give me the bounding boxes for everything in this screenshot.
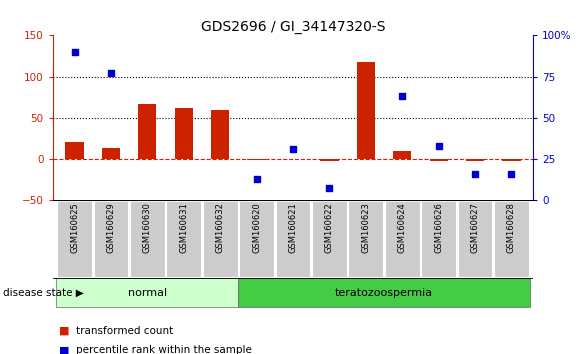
Bar (211, 110, 229, 159)
Text: GSM160629: GSM160629 (107, 202, 115, 253)
Point (106, 70, 115, 76)
Text: normal: normal (128, 288, 167, 298)
FancyBboxPatch shape (94, 201, 128, 277)
Point (70, 49, 79, 55)
Bar (66, 142, 84, 159)
Point (288, 146, 298, 152)
Bar (247, 159, 265, 160)
Text: GSM160620: GSM160620 (252, 202, 261, 253)
Bar (502, 159, 520, 160)
Text: GSM160632: GSM160632 (216, 202, 224, 253)
FancyBboxPatch shape (494, 201, 529, 277)
FancyBboxPatch shape (385, 201, 420, 277)
Point (471, 171, 480, 177)
FancyBboxPatch shape (275, 201, 311, 277)
FancyBboxPatch shape (348, 201, 383, 277)
Point (143, 1, 152, 7)
FancyBboxPatch shape (239, 201, 274, 277)
Text: GSM160622: GSM160622 (325, 202, 334, 253)
Text: GSM160626: GSM160626 (434, 202, 443, 253)
Point (216, 3, 225, 8)
Bar (466, 159, 484, 161)
FancyBboxPatch shape (57, 201, 92, 277)
Bar (175, 108, 193, 159)
FancyBboxPatch shape (312, 201, 347, 277)
Bar (357, 62, 375, 159)
Text: percentile rank within the sample: percentile rank within the sample (76, 346, 252, 354)
Text: disease state ▶: disease state ▶ (3, 288, 84, 298)
FancyBboxPatch shape (130, 201, 165, 277)
Text: GSM160624: GSM160624 (398, 202, 407, 253)
Point (325, 185, 334, 191)
Bar (321, 159, 339, 160)
Text: GSM160621: GSM160621 (288, 202, 298, 253)
FancyBboxPatch shape (239, 279, 530, 307)
Text: GSM160628: GSM160628 (507, 202, 516, 253)
Bar (138, 104, 156, 159)
FancyBboxPatch shape (203, 201, 238, 277)
Title: GDS2696 / GI_34147320-S: GDS2696 / GI_34147320-S (201, 21, 385, 34)
FancyBboxPatch shape (421, 201, 456, 277)
Bar (102, 148, 120, 159)
Text: ■: ■ (59, 346, 69, 354)
FancyBboxPatch shape (56, 279, 239, 307)
Bar (393, 152, 411, 159)
Text: GSM160625: GSM160625 (70, 202, 79, 253)
FancyBboxPatch shape (458, 201, 492, 277)
Bar (430, 159, 448, 160)
Text: GSM160623: GSM160623 (362, 202, 370, 253)
Point (434, 143, 443, 149)
Point (397, 93, 407, 99)
Point (179, 1, 189, 7)
FancyBboxPatch shape (166, 201, 201, 277)
Point (507, 171, 516, 177)
Text: transformed count: transformed count (76, 326, 173, 336)
Text: teratozoospermia: teratozoospermia (335, 288, 433, 298)
Text: GSM160627: GSM160627 (471, 202, 479, 253)
Text: GSM160630: GSM160630 (143, 202, 152, 253)
Text: GSM160631: GSM160631 (179, 202, 188, 253)
Point (252, 176, 261, 182)
Text: ■: ■ (59, 326, 69, 336)
